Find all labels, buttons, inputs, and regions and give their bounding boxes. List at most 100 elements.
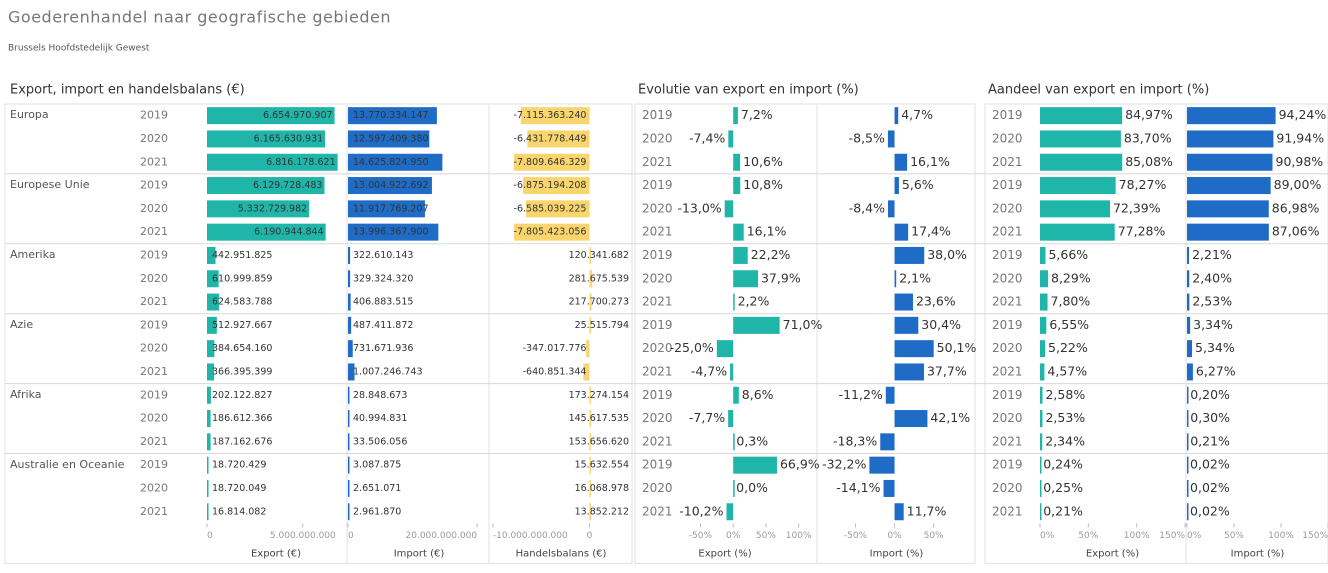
value-label: 0,24% <box>1043 457 1083 472</box>
bar <box>869 456 895 474</box>
bar <box>1187 410 1189 428</box>
value-label: 0,0% <box>736 480 768 495</box>
value-label: 6,55% <box>1049 317 1089 332</box>
x-tick-label: 50% <box>924 531 944 541</box>
value-label: 28.848.673 <box>353 390 407 401</box>
x-tick-label: -50% <box>844 531 868 541</box>
value-label: 38,0% <box>927 247 967 262</box>
value-label: 6.190.944.844 <box>254 227 324 238</box>
value-label: 5,6% <box>902 177 934 192</box>
value-label: 3.087.875 <box>353 460 401 471</box>
bar <box>207 270 219 288</box>
value-label: 7,80% <box>1051 294 1091 309</box>
page-subtitle: Brussels Hoofdstedelijk Gewest <box>8 44 150 54</box>
year-label: 2019 <box>992 388 1023 402</box>
bar <box>348 153 443 171</box>
axis-title: Import (€) <box>394 548 445 559</box>
value-label: 731.671.936 <box>353 343 413 354</box>
value-label: 86,98% <box>1272 200 1320 215</box>
year-label: 2020 <box>642 271 673 285</box>
year-label: 2019 <box>642 318 673 332</box>
year-label: 2021 <box>642 155 673 169</box>
bar <box>1187 223 1269 241</box>
bar <box>880 433 895 451</box>
bar <box>589 386 592 404</box>
value-label: 4,7% <box>901 107 933 122</box>
year-label: 2021 <box>140 365 168 378</box>
year-label: 2019 <box>140 318 168 331</box>
value-label: 18.720.429 <box>212 460 266 471</box>
value-label: 2,21% <box>1192 247 1232 262</box>
region-label: Amerika <box>10 247 56 261</box>
year-label: 2021 <box>992 434 1023 448</box>
bar <box>894 107 899 125</box>
value-label: 90,98% <box>1276 154 1324 169</box>
bar <box>527 130 590 148</box>
bar <box>894 340 934 358</box>
year-label: 2020 <box>140 272 168 285</box>
year-label: 2019 <box>140 179 168 192</box>
bar <box>207 340 215 358</box>
panel-frame <box>634 103 976 564</box>
bar <box>348 223 439 241</box>
x-tick-label: 50% <box>756 531 776 541</box>
panel-title: Evolutie van export en import (%) <box>638 83 859 98</box>
bar <box>589 503 591 521</box>
year-label: 2020 <box>642 131 673 145</box>
value-label: 281.675.539 <box>569 273 629 284</box>
value-label: 25.515.794 <box>575 320 629 331</box>
value-label: 145.617.535 <box>569 413 629 424</box>
bar <box>1187 386 1189 404</box>
value-label: 22,2% <box>751 247 791 262</box>
value-label: 42,1% <box>930 410 970 425</box>
year-label: 2021 <box>992 225 1023 239</box>
year-label: 2021 <box>992 504 1023 518</box>
value-label: 384.654.160 <box>212 343 272 354</box>
bar <box>733 386 739 404</box>
bar <box>207 479 209 497</box>
value-label: 8,29% <box>1051 270 1091 285</box>
x-tick-label: 0 <box>348 531 354 541</box>
bar <box>887 200 895 218</box>
bar <box>733 107 738 125</box>
bar <box>207 386 211 404</box>
bar <box>733 433 735 451</box>
year-label: 2019 <box>642 178 673 192</box>
value-label: 16.068.978 <box>575 483 629 494</box>
year-label: 2019 <box>992 458 1023 472</box>
year-label: 2020 <box>992 411 1023 425</box>
value-label: -14,1% <box>836 480 880 495</box>
bar <box>1040 270 1049 288</box>
bar <box>733 316 780 334</box>
bar <box>514 223 590 241</box>
value-label: 11,7% <box>907 503 947 518</box>
value-label: 71,0% <box>783 317 823 332</box>
bar <box>1040 130 1121 148</box>
bar <box>1040 107 1123 125</box>
x-tick-label: -10.000.000.000 <box>493 531 568 541</box>
value-label: -640.851.344 <box>523 366 587 377</box>
value-label: 2,1% <box>899 270 931 285</box>
value-label: 0,3% <box>736 433 768 448</box>
value-label: -25,0% <box>670 340 714 355</box>
bar <box>733 153 741 171</box>
year-label: 2021 <box>140 295 168 308</box>
value-label: 23,6% <box>916 294 956 309</box>
value-label: 624.583.788 <box>212 297 272 308</box>
value-label: 6.129.728.483 <box>253 180 323 191</box>
bar <box>1187 316 1191 334</box>
bar <box>523 177 590 195</box>
value-label: 187.162.676 <box>212 436 272 447</box>
value-label: 153.656.620 <box>569 436 629 447</box>
value-label: 487.411.872 <box>353 320 413 331</box>
bar <box>894 410 928 428</box>
value-label: 15.632.554 <box>575 460 629 471</box>
bar <box>207 410 211 428</box>
bar <box>348 363 355 381</box>
value-label: 12.597.409.380 <box>353 133 429 144</box>
x-tick-label: 150% <box>1159 531 1185 541</box>
value-label: 91,94% <box>1276 130 1324 145</box>
value-label: 37,7% <box>927 363 967 378</box>
value-label: 6,27% <box>1196 363 1236 378</box>
